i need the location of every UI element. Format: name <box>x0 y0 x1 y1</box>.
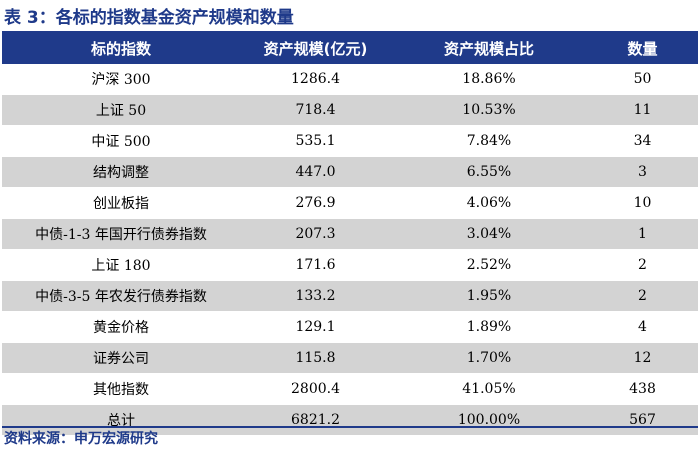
cell-asset-share: 4.06% <box>391 187 587 219</box>
cell-asset-share: 41.05% <box>391 373 587 405</box>
total-row: 总计 6821.2 100.00% 567 <box>2 404 698 436</box>
cell-asset-size: 171.6 <box>240 249 391 281</box>
cell-index: 中债-3-5 年农发行债券指数 <box>2 280 240 312</box>
cell-asset-size: 115.8 <box>240 342 391 374</box>
cell-count: 2 <box>587 249 698 281</box>
cell-count: 1 <box>587 218 698 250</box>
cell-index: 中债-1-3 年国开行债券指数 <box>2 218 240 250</box>
cell-index: 创业板指 <box>2 187 240 219</box>
header-index: 标的指数 <box>2 33 240 64</box>
cell-asset-size: 535.1 <box>240 125 391 157</box>
cell-index: 其他指数 <box>2 373 240 405</box>
index-fund-table: 标的指数 资产规模(亿元) 资产规模占比 数量 沪深 300 1286.4 18.8… <box>2 33 698 436</box>
cell-count: 2 <box>587 280 698 312</box>
cell-count: 34 <box>587 125 698 157</box>
cell-index: 上证 50 <box>2 94 240 126</box>
cell-index: 中证 500 <box>2 125 240 157</box>
table-row: 黄金价格 129.1 1.89% 4 <box>2 311 698 343</box>
cell-asset-size: 447.0 <box>240 156 391 188</box>
cell-count: 12 <box>587 342 698 374</box>
cell-index: 证券公司 <box>2 342 240 374</box>
cell-asset-size: 207.3 <box>240 218 391 250</box>
table-row: 上证 50 718.4 10.53% 11 <box>2 94 698 126</box>
table-row: 上证 180 171.6 2.52% 2 <box>2 249 698 281</box>
cell-asset-share: 18.86% <box>391 64 587 95</box>
table-row: 中证 500 535.1 7.84% 34 <box>2 125 698 157</box>
table-row: 结构调整 447.0 6.55% 3 <box>2 156 698 188</box>
bottom-divider <box>2 426 698 428</box>
cell-count: 10 <box>587 187 698 219</box>
table-row: 中债-1-3 年国开行债券指数 207.3 3.04% 1 <box>2 218 698 250</box>
table-row: 证券公司 115.8 1.70% 12 <box>2 342 698 374</box>
cell-asset-share: 1.70% <box>391 342 587 374</box>
cell-count: 3 <box>587 156 698 188</box>
cell-asset-size: 6821.2 <box>240 404 391 436</box>
cell-asset-size: 718.4 <box>240 94 391 126</box>
cell-asset-size: 133.2 <box>240 280 391 312</box>
cell-index: 总计 <box>2 404 240 436</box>
source-note: 资料来源：申万宏源研究 <box>4 431 158 447</box>
cell-count: 4 <box>587 311 698 343</box>
cell-asset-size: 1286.4 <box>240 64 391 95</box>
table-row: 中债-3-5 年农发行债券指数 133.2 1.95% 2 <box>2 280 698 312</box>
cell-asset-share: 10.53% <box>391 94 587 126</box>
cell-index: 上证 180 <box>2 249 240 281</box>
table-row: 创业板指 276.9 4.06% 10 <box>2 187 698 219</box>
table-title: 表 3：各标的指数基金资产规模和数量 <box>4 8 294 28</box>
cell-asset-share: 1.95% <box>391 280 587 312</box>
table-row: 沪深 300 1286.4 18.86% 50 <box>2 64 698 95</box>
cell-asset-share: 6.55% <box>391 156 587 188</box>
cell-asset-size: 276.9 <box>240 187 391 219</box>
cell-asset-size: 2800.4 <box>240 373 391 405</box>
cell-count: 50 <box>587 64 698 95</box>
cell-count: 438 <box>587 373 698 405</box>
table-row: 其他指数 2800.4 41.05% 438 <box>2 373 698 405</box>
header-count: 数量 <box>587 33 698 64</box>
cell-asset-share: 7.84% <box>391 125 587 157</box>
cell-index: 黄金价格 <box>2 311 240 343</box>
title-divider <box>2 31 698 33</box>
cell-asset-share: 3.04% <box>391 218 587 250</box>
header-asset-share: 资产规模占比 <box>391 33 587 64</box>
header-asset-size: 资产规模(亿元) <box>240 33 391 64</box>
cell-asset-share: 2.52% <box>391 249 587 281</box>
cell-index: 结构调整 <box>2 156 240 188</box>
cell-asset-size: 129.1 <box>240 311 391 343</box>
table-header-row: 标的指数 资产规模(亿元) 资产规模占比 数量 <box>2 33 698 64</box>
cell-index: 沪深 300 <box>2 64 240 95</box>
cell-asset-share: 1.89% <box>391 311 587 343</box>
cell-count: 567 <box>587 404 698 436</box>
cell-asset-share: 100.00% <box>391 404 587 436</box>
cell-count: 11 <box>587 94 698 126</box>
